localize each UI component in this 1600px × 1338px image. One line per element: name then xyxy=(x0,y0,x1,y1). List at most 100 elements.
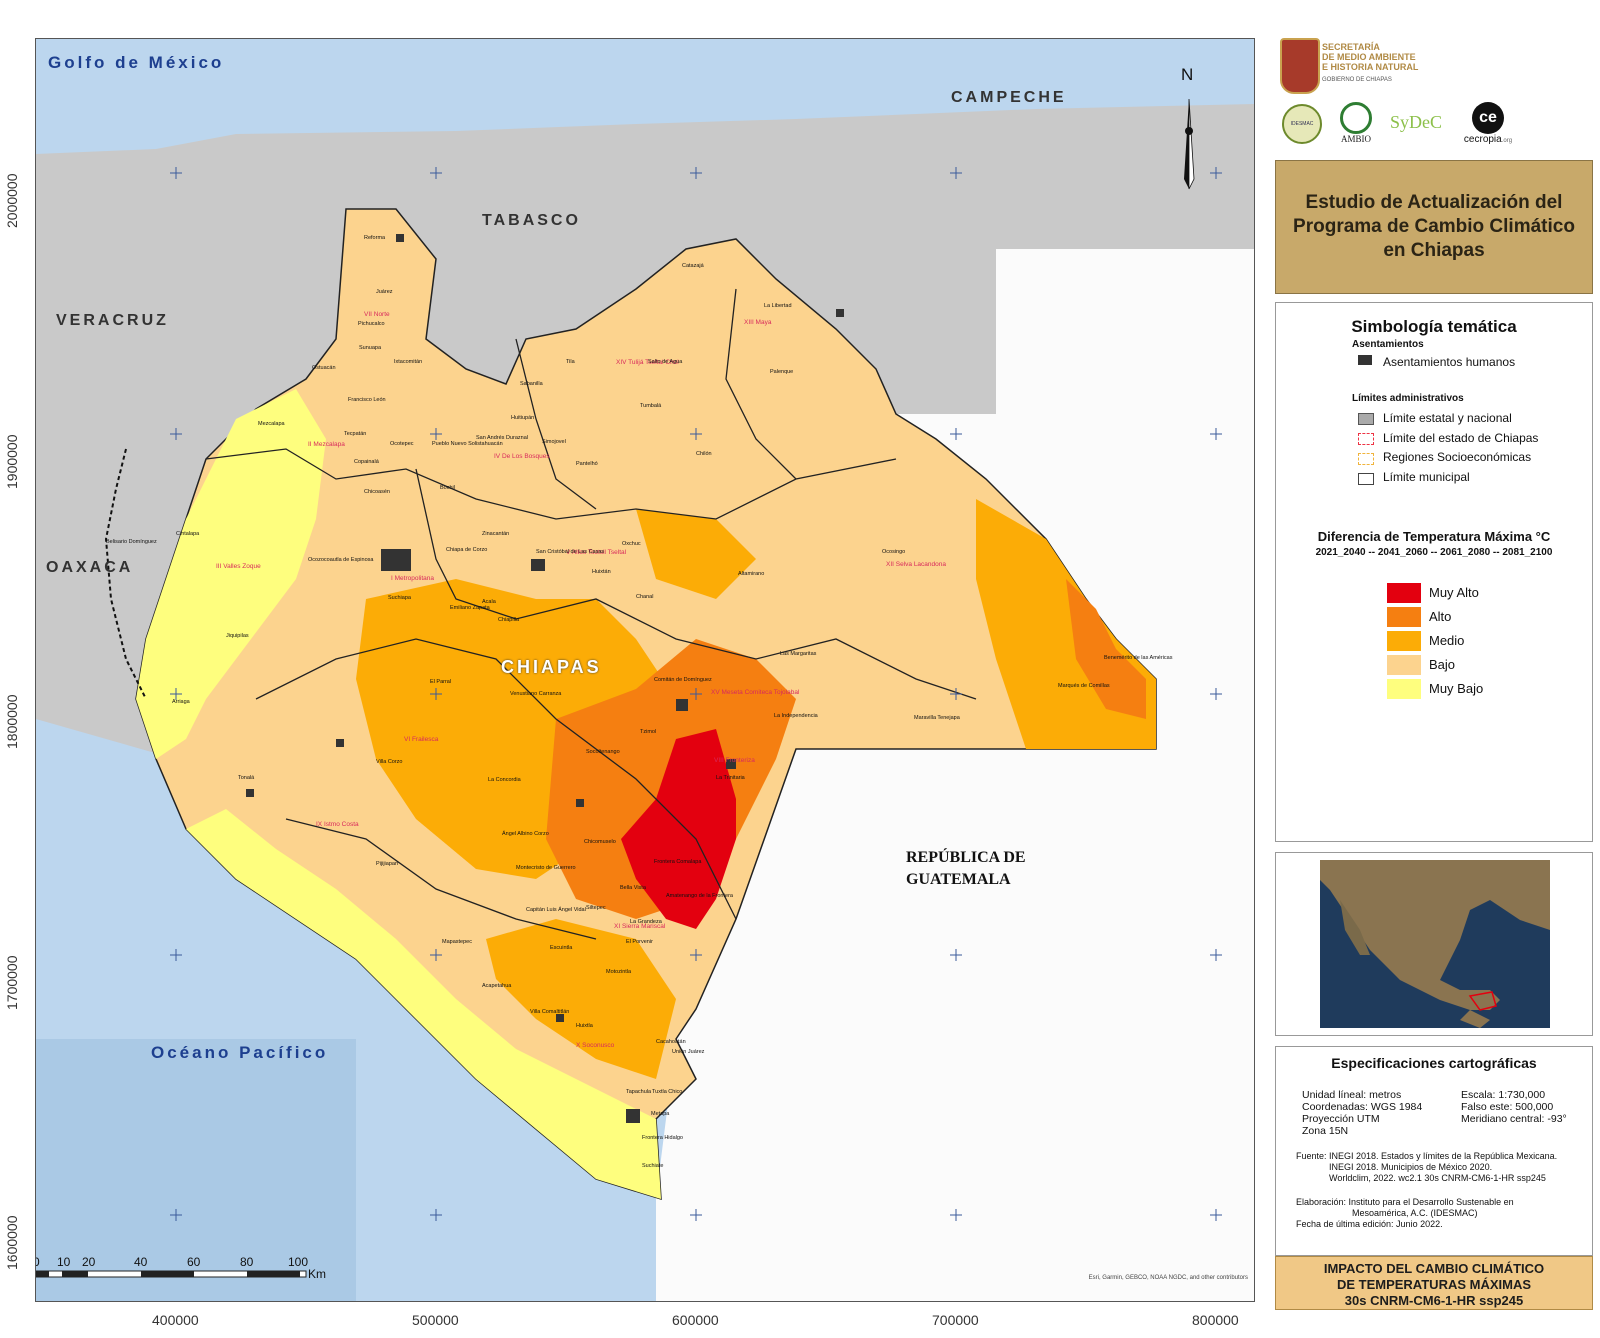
spec-line: Escala: 1:730,000 xyxy=(1461,1089,1546,1101)
ocean-deep xyxy=(36,1039,356,1301)
place-label: Pichucalco xyxy=(358,321,385,327)
scale-number: 0 xyxy=(36,1255,40,1269)
sydec-logo: SyDeC xyxy=(1390,112,1442,133)
map-frame[interactable]: Golfo de México CAMPECHE TABASCO VERACRU… xyxy=(35,38,1255,1302)
scale-bar xyxy=(36,1270,307,1278)
class-swatch xyxy=(1387,679,1421,699)
region-boundary xyxy=(285,818,597,940)
place-label: La Grandeza xyxy=(630,919,662,925)
spec-line: Zona 15N xyxy=(1302,1125,1349,1137)
class-label: Alto xyxy=(1429,609,1452,624)
limite-municipal-swatch xyxy=(1358,473,1374,485)
region-label: III Valles Zoque xyxy=(216,563,261,570)
settlement-swatch-icon xyxy=(1358,355,1372,365)
title-line: en Chiapas xyxy=(1383,240,1485,261)
impact-line: IMPACTO DEL CAMBIO CLIMÁTICO xyxy=(1323,1261,1545,1276)
region-label: I Metropolitana xyxy=(391,575,434,582)
label-pacifico: Océano Pacífico xyxy=(151,1043,329,1062)
regiones-swatch xyxy=(1358,453,1374,465)
x-tick-label: 800000 xyxy=(1192,1312,1239,1328)
place-label: Emiliano Zapata xyxy=(450,605,490,611)
zone-muy-alto xyxy=(621,729,736,929)
map-canvas[interactable] xyxy=(36,39,1254,1301)
study-title: Estudio de Actualización del Programa de… xyxy=(1287,191,1581,263)
title-line: Estudio de Actualización del xyxy=(1305,192,1563,213)
place-label: Chicoasén xyxy=(364,489,390,495)
region-label: VII Norte xyxy=(364,311,390,318)
region-label: XIII Maya xyxy=(744,319,772,326)
title-box: Estudio de Actualización del Programa de… xyxy=(1275,160,1593,294)
place-label: Villa Corzo xyxy=(376,759,403,765)
place-label: Tuxtla Chico xyxy=(652,1089,683,1095)
scale-number: 20 xyxy=(82,1255,96,1269)
region-label: V Altos Tsotsil Tseltal xyxy=(566,549,627,556)
idesmac-logo: IDESMAC xyxy=(1282,104,1322,144)
region-label: VI Frailesca xyxy=(404,736,439,743)
scale-numbers: 0 10 20 40 60 80 100 xyxy=(36,1255,309,1269)
label-veracruz: VERACRUZ xyxy=(56,312,169,329)
place-label: Tecpatán xyxy=(344,431,367,437)
scale-number: 80 xyxy=(240,1255,254,1269)
region-label: XIV Tulijá Tseltal Chol xyxy=(616,359,679,366)
limite-chiapas-swatch xyxy=(1358,433,1374,445)
place-label: Las Margaritas xyxy=(780,651,817,657)
place-label: Huixtán xyxy=(592,569,611,575)
place-label: Belisario Domínguez xyxy=(106,539,157,545)
place-label: Jiquipilas xyxy=(226,633,249,639)
region-boundary xyxy=(255,638,737,920)
place-label: Chiapilla xyxy=(498,617,520,623)
class-label: Muy Bajo xyxy=(1429,681,1484,696)
spec-line: Proyección UTM xyxy=(1302,1113,1380,1125)
place-label: Montecristo de Guerrero xyxy=(516,865,576,871)
place-label: Tila xyxy=(566,359,575,365)
place-label: Pijijiapan xyxy=(376,861,399,867)
place-label: Ostuacán xyxy=(312,365,336,371)
specs-left: Unidad líneal: metros Coordenadas: WGS 1… xyxy=(1302,1089,1422,1137)
chiapas-locator-outline xyxy=(1468,991,1497,1011)
label-oaxaca: OAXACA xyxy=(46,559,134,576)
scale-number: 60 xyxy=(187,1255,201,1269)
impact-box: IMPACTO DEL CAMBIO CLIMÁTICO DE TEMPERAT… xyxy=(1275,1256,1593,1310)
zone-medio-north xyxy=(636,509,756,599)
spec-line: Coordenadas: WGS 1984 xyxy=(1302,1101,1423,1113)
place-label: Salto de Agua xyxy=(648,359,683,365)
fuente-line: Worldclim, 2022. wc2.1 30s CNRM-CM6-1-HR… xyxy=(1329,1173,1546,1183)
locator-map xyxy=(1320,860,1550,1028)
settlement xyxy=(336,739,344,747)
place-label: Juárez xyxy=(376,289,393,295)
place-label: Copainalá xyxy=(354,459,379,465)
idesmac-text: IDESMAC xyxy=(1290,121,1314,127)
place-label: La Independencia xyxy=(774,713,818,719)
place-label: Mezcalapa xyxy=(258,421,285,427)
y-tick-label: 1600000 xyxy=(4,1215,20,1270)
fuente-line: Fuente: INEGI 2018. Estados y límites de… xyxy=(1296,1151,1558,1161)
place-label: Suchiapa xyxy=(388,595,411,601)
north-arrow-icon xyxy=(1184,98,1195,190)
legend-box: Simbología temática Asentamientos Asenta… xyxy=(1275,302,1593,842)
place-label: Ocotepec xyxy=(390,441,414,447)
ambio-logo: AMBIO xyxy=(1336,102,1376,148)
settlement-tuxtla xyxy=(381,549,411,571)
locator-box xyxy=(1275,852,1593,1036)
impact-line: DE TEMPERATURAS MÁXIMAS xyxy=(1336,1277,1532,1292)
place-label: San Cristóbal de Las Casas xyxy=(536,549,605,555)
place-label: Tumbalá xyxy=(640,403,662,409)
scale-number: 100 xyxy=(288,1255,309,1269)
settlements xyxy=(246,234,844,1123)
region-label: XII Selva Lacandona xyxy=(886,561,946,568)
place-label: Amatenango de la Frontera xyxy=(666,893,733,899)
logo-line: SECRETARÍA xyxy=(1322,42,1380,52)
settlement xyxy=(396,234,404,242)
place-label: Metapa xyxy=(651,1111,670,1117)
x-tick-label: 500000 xyxy=(412,1312,459,1328)
scale-number: 10 xyxy=(57,1255,71,1269)
place-label: El Parral xyxy=(430,679,452,685)
label-guatemala-2: GUATEMALA xyxy=(906,871,1011,888)
place-label: Ocosingo xyxy=(882,549,906,555)
temp-title: Diferencia de Temperatura Máxima °C xyxy=(1317,529,1551,544)
impact-line: 30s CNRM-CM6-1-HR ssp245 xyxy=(1344,1293,1524,1308)
place-label: La Libertad xyxy=(764,303,792,309)
place-label: Siltepec xyxy=(586,905,606,911)
fuente-line: INEGI 2018. Municipios de México 2020. xyxy=(1329,1162,1493,1172)
zone-muy-bajo-west xyxy=(136,389,326,759)
